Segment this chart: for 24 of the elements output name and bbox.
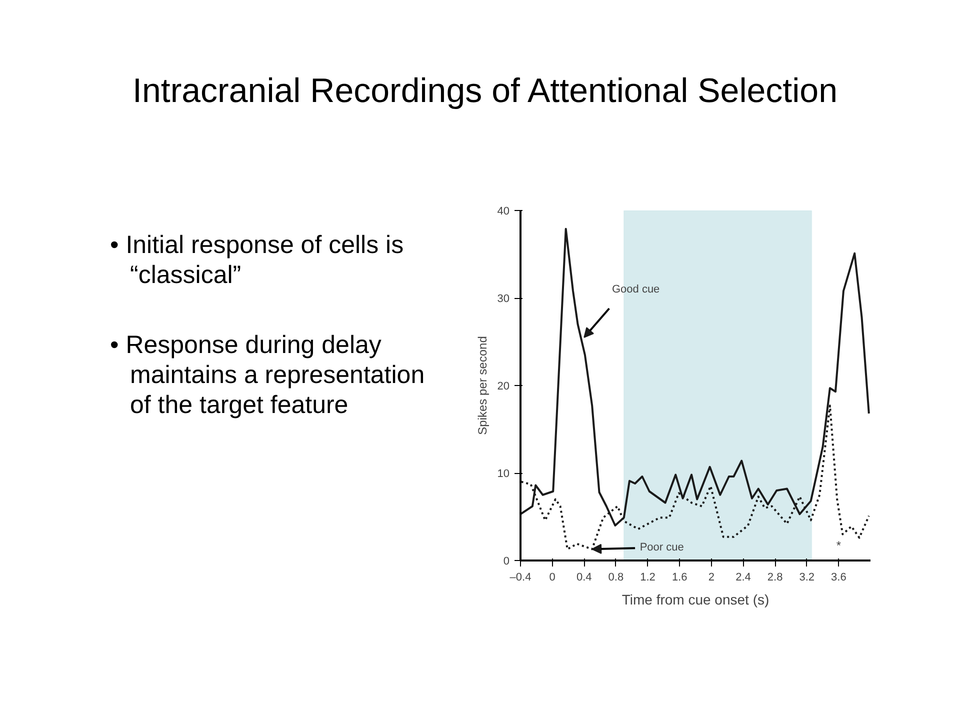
annotation: Poor cue	[640, 541, 684, 554]
annotation: Good cue	[612, 283, 660, 296]
text: • Response during delay maintains a representation of the target feature	[110, 330, 426, 420]
x-tick-label: 3.6	[831, 572, 846, 584]
x-tick-label: 2	[708, 572, 714, 584]
x-tick-label: 0.4	[576, 572, 592, 584]
y-tick-label: 10	[497, 468, 510, 480]
x-tick-label: 1.2	[640, 572, 656, 584]
y-tick-label: 20	[497, 380, 510, 392]
x-tick-label: 1.6	[672, 572, 688, 584]
x-tick-label: 0	[549, 572, 556, 584]
x-tick-label: 0.8	[608, 572, 624, 584]
x-axis-title: Time from cue onset (s)	[622, 592, 770, 608]
x-tick-label: –0.4	[510, 572, 532, 584]
text: • Initial response of cells is “classical”	[110, 230, 405, 290]
chart-title: Intracranial Recordings of Attentional Selection	[132, 71, 838, 111]
x-tick-label: 2.8	[767, 572, 783, 584]
y-tick-label: 40	[497, 206, 510, 218]
annotation: *	[836, 538, 842, 552]
x-tick-label: 3.2	[799, 572, 815, 584]
y-tick-label: 0	[503, 556, 510, 568]
y-tick-label: 30	[497, 293, 510, 305]
y-axis-title: Spikes per second	[475, 336, 490, 435]
x-tick-label: 2.4	[736, 572, 751, 584]
